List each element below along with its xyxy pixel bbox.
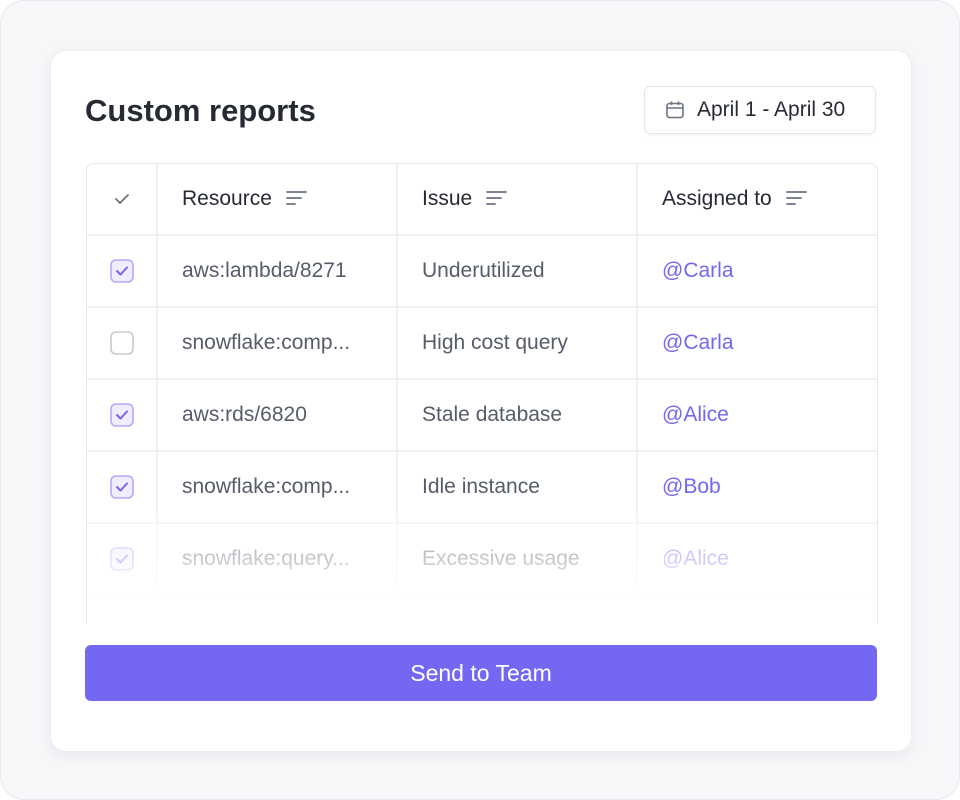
checkbox-box [109,403,134,427]
empty-cell [158,596,398,624]
column-header: Resource [158,164,398,234]
assignee[interactable]: @Carla [662,331,734,354]
checkmark [115,410,128,420]
resource: snowflake:comp... [182,331,351,354]
table-row [87,596,877,624]
resource: aws:lambda/8271 [182,259,347,282]
calendar-icon [666,101,684,119]
issue-cell: Excessive usage [398,524,638,594]
checkbox-box [109,475,134,499]
table-row: aws:rds/6820 Stale database @Alice [87,380,877,452]
column-header: Assigned to [638,164,877,234]
sort-icon[interactable] [785,190,808,208]
checkbox-cell [87,380,158,450]
checkbox-cell [87,308,158,378]
sort-icon[interactable] [285,190,308,208]
checkbox-box [109,547,134,571]
table-row: snowflake:query... Excessive usage @Alice [87,524,877,596]
resource-cell: snowflake:comp... [158,452,398,522]
resource: snowflake:comp... [182,475,351,498]
checkbox-cell [87,236,158,306]
checkbox-box [109,331,134,355]
resource-cell: aws:lambda/8271 [158,236,398,306]
date-range: April 1 - April 30 [697,98,846,121]
issue: Stale database [422,403,563,426]
assignee-cell: @Carla [638,308,877,378]
header-row: Resource Issue Assigned to [87,164,877,236]
checkmark [115,482,128,492]
resource-cell: snowflake:query... [158,524,398,594]
checkbox-cell [87,524,158,594]
resource: aws:rds/6820 [182,403,307,426]
date-picker[interactable]: April 1 - April 30 [644,86,876,134]
assignee[interactable]: @Carla [662,259,734,282]
issue: Underutilized [422,259,545,282]
assignee-cell: @Alice [638,380,877,450]
send-button[interactable]: Send to Team [85,645,877,701]
checkbox[interactable] [109,403,134,427]
issue-cell: Stale database [398,380,638,450]
report-table: Resource Issue Assigned to aws:lambda/8271… [86,163,878,624]
select-all[interactable] [87,164,158,234]
table-row: snowflake:comp... High cost query @Carla [87,308,877,380]
assignee-cell: @Carla [638,236,877,306]
assignee[interactable]: @Bob [662,475,721,498]
empty-cell [398,596,638,624]
resource-cell: aws:rds/6820 [158,380,398,450]
checkmark [115,266,128,276]
column-label: Resource [182,187,272,210]
assignee[interactable]: @Alice [662,547,729,570]
checkbox-cell [87,452,158,522]
issue-cell: High cost query [398,308,638,378]
assignee-cell: @Bob [638,452,877,522]
resource: snowflake:query... [182,547,350,570]
checkbox[interactable] [109,547,134,571]
checkbox[interactable] [109,475,134,499]
checkbox-box [109,259,134,283]
assignee-cell: @Alice [638,524,877,594]
column-label: Assigned to [662,187,772,210]
issue-cell: Underutilized [398,236,638,306]
issue: Excessive usage [422,547,580,570]
checkbox[interactable] [109,259,134,283]
resource-cell: snowflake:comp... [158,308,398,378]
sort-icon[interactable] [486,190,508,208]
assignee[interactable]: @Alice [662,403,729,426]
issue: High cost query [422,331,568,354]
table-row: snowflake:comp... Idle instance @Bob [87,452,877,524]
checkbox-cell [87,596,158,624]
check-icon [114,194,129,204]
checkbox[interactable] [109,331,134,355]
empty-cell [638,596,877,624]
issue: Idle instance [422,475,540,498]
column-header: Issue [398,164,638,234]
title: Custom reports [85,93,316,128]
table-row: aws:lambda/8271 Underutilized @Carla [87,236,877,308]
report-card: Custom reports April 1 - April 30 Resour… [50,50,912,752]
issue-cell: Idle instance [398,452,638,522]
column-label: Issue [422,187,473,210]
